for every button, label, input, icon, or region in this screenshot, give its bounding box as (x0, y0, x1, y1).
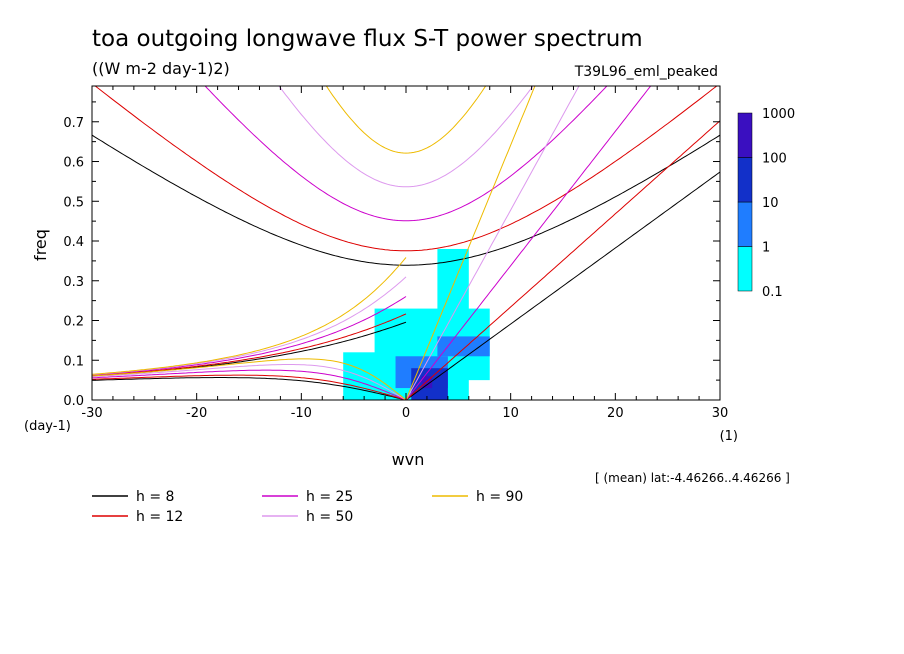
y-axis-label: freq (31, 229, 50, 261)
kelvin-curve (405, 86, 652, 400)
inertia-gravity-curve (278, 86, 534, 188)
colorbar-label: 1 (762, 241, 770, 256)
x-tick-label: 10 (502, 406, 519, 421)
colorbar-label: 1000 (762, 107, 795, 122)
colorbar-label: 100 (762, 152, 787, 167)
y-tick-label: 0.6 (63, 156, 84, 171)
rossby-curve (92, 377, 407, 400)
chart-units: ((W m-2 day-1)2) (92, 59, 230, 78)
rossby-curve (92, 369, 407, 400)
legend-label: h = 8 (136, 489, 174, 505)
x-tick-label: 30 (712, 406, 729, 421)
inertia-gravity-curve (94, 86, 718, 252)
inertia-gravity-curve (204, 86, 608, 222)
mrg-curve (92, 296, 407, 376)
colorbar-segment (737, 112, 753, 158)
power-region (421, 376, 433, 389)
kelvin-curve (405, 86, 580, 400)
y-tick-label: 0.7 (63, 116, 84, 131)
mrg-curve (92, 313, 407, 377)
x-tick-label: 20 (607, 406, 624, 421)
kelvin-curve (405, 171, 720, 400)
legend-label: h = 25 (306, 489, 353, 505)
y-tick-label: 0.5 (63, 195, 84, 210)
y-tick-label: 0.4 (63, 235, 84, 250)
kelvin-curve (405, 120, 720, 400)
rossby-curve (92, 358, 407, 400)
colorbar-label: 10 (762, 196, 779, 211)
x-tick-label: -20 (186, 406, 207, 421)
inertia-gravity-curve (325, 86, 487, 154)
y-tick-label: 0.2 (63, 315, 84, 330)
y-tick-label: 0.0 (63, 394, 84, 409)
y-axis-unit: (day-1) (24, 419, 71, 434)
legend-label: h = 90 (476, 489, 523, 505)
x-axis-unit: (1) (720, 429, 738, 444)
colorbar: 0.1 1 10 100 1000 (737, 107, 795, 300)
chart-title: toa outgoing longwave flux S-T power spe… (92, 26, 643, 52)
region-label: [ (mean) lat:-4.46266..4.46266 ] (595, 471, 790, 485)
legend-label: h = 50 (306, 509, 353, 525)
x-tick-label: -10 (291, 406, 312, 421)
rossby-curve (92, 374, 407, 400)
colorbar-segment (737, 201, 753, 247)
dispersion-curves (92, 86, 720, 400)
colorbar-segment (737, 157, 753, 203)
axis-ticks: -30 -20 -10 0 10 20 30 0.0 0.1 0.2 0.3 0.4 0.5 0.6 0.7 (63, 86, 728, 421)
x-tick-label: 0 (402, 406, 410, 421)
x-axis-label: wvn (392, 450, 425, 469)
power-region (437, 336, 490, 357)
power-contours (343, 248, 490, 400)
colorbar-segment (737, 246, 753, 292)
mrg-curve (92, 257, 407, 375)
rossby-curve (92, 364, 407, 400)
y-tick-label: 0.3 (63, 275, 84, 290)
legend-label: h = 12 (136, 509, 183, 525)
colorbar-label: 0.1 (762, 285, 783, 300)
inertia-gravity-curve (92, 134, 720, 266)
run-label: T39L96_eml_peaked (574, 64, 718, 80)
y-tick-label: 0.1 (63, 354, 84, 369)
kelvin-curve (405, 86, 536, 400)
x-tick-label: -30 (81, 406, 102, 421)
legend: h = 8 h = 12 h = 25 h = 50 h = 90 (92, 489, 523, 525)
